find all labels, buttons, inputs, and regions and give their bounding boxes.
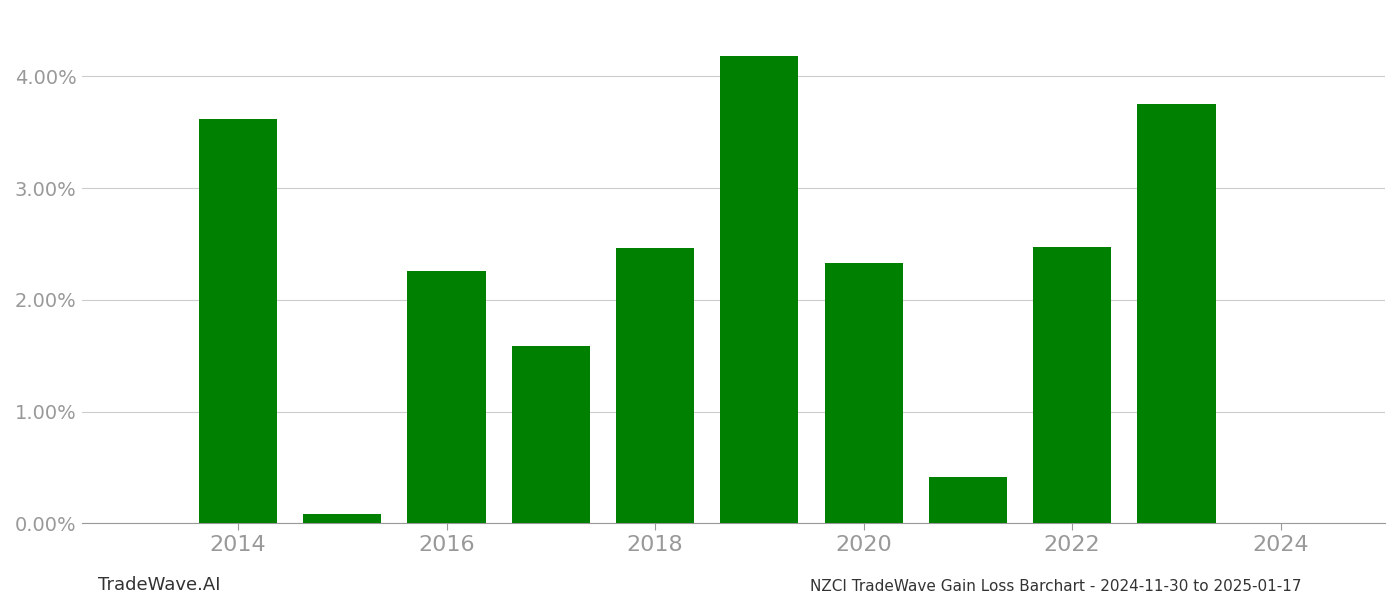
Bar (1033, 247, 1112, 523)
Text: NZCI TradeWave Gain Loss Barchart - 2024-11-30 to 2025-01-17: NZCI TradeWave Gain Loss Barchart - 2024… (811, 579, 1302, 594)
Text: TradeWave.AI: TradeWave.AI (98, 576, 221, 594)
Bar (304, 514, 381, 523)
Bar (720, 56, 798, 523)
Bar (199, 119, 277, 523)
Bar (1137, 104, 1215, 523)
Bar (928, 478, 1007, 523)
Bar (825, 263, 903, 523)
Bar (407, 271, 486, 523)
Bar (616, 248, 694, 523)
Bar (512, 346, 589, 523)
